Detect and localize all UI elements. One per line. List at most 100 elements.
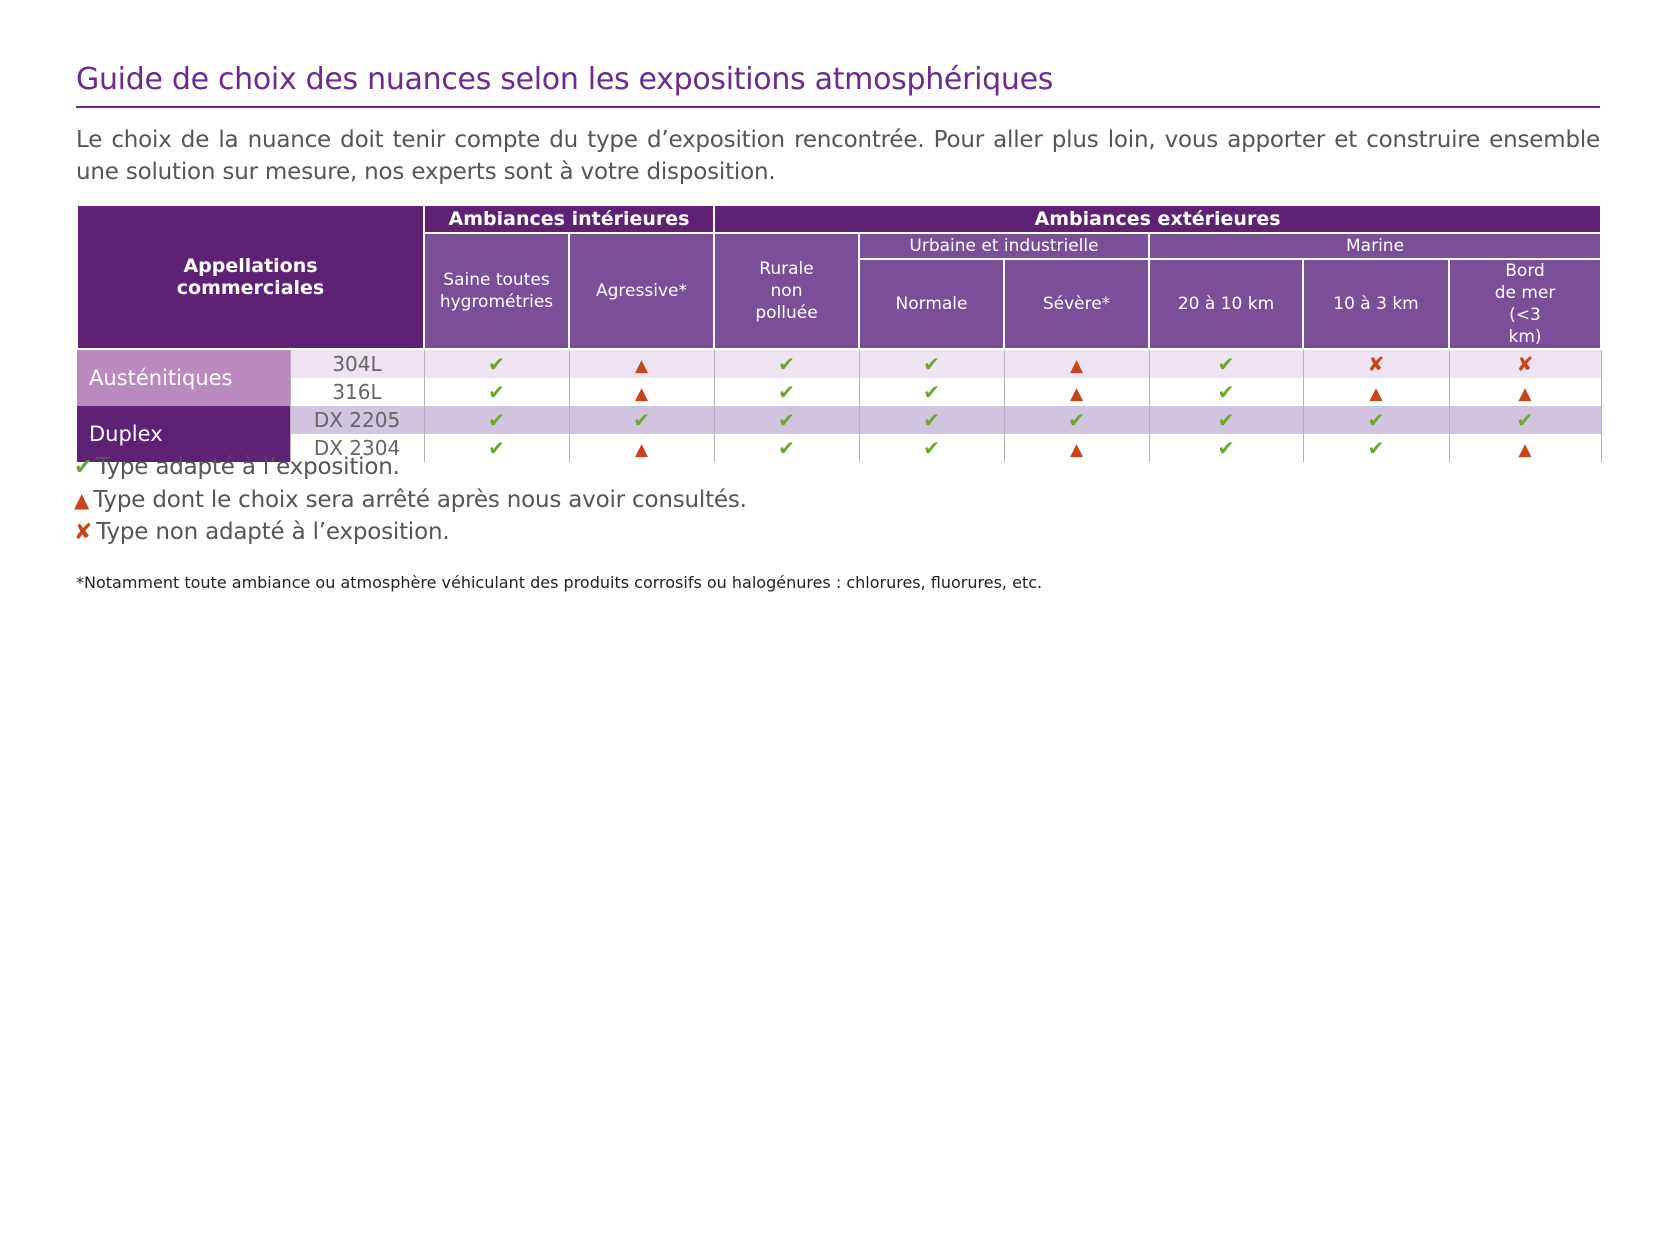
grade-selection-table: Appellations commerciales Ambiances inté… bbox=[76, 204, 1603, 462]
warning-triangle-icon: ▲ bbox=[634, 356, 649, 376]
grade-label: 316L bbox=[289, 378, 425, 406]
check-icon: ✔ bbox=[923, 352, 940, 376]
check-icon: ✔ bbox=[778, 380, 795, 404]
family-label-austenitiques: Austénitiques bbox=[77, 349, 290, 406]
intro-paragraph: Le choix de la nuance doit tenir compte … bbox=[76, 127, 1600, 185]
warning-triangle-icon: ▲ bbox=[1518, 384, 1532, 404]
exterior-group-header: Ambiances extérieures bbox=[712, 204, 1603, 234]
check-icon: ✔ bbox=[488, 352, 505, 376]
check-icon: ✔ bbox=[1217, 436, 1235, 460]
check-icon: ✔ bbox=[74, 455, 93, 480]
status-cell: ✔ bbox=[1148, 406, 1304, 434]
check-icon: ✔ bbox=[778, 352, 795, 376]
col-header-rurale: Rurale non polluée bbox=[713, 232, 860, 350]
warning-triangle-icon: ▲ bbox=[1518, 440, 1532, 460]
check-icon: ✔ bbox=[923, 408, 940, 432]
status-cell: ✔ bbox=[423, 349, 570, 378]
grade-label: 304L bbox=[289, 349, 425, 378]
status-cell: ✔ bbox=[858, 349, 1005, 378]
check-icon: ✔ bbox=[488, 380, 505, 404]
interior-group-header: Ambiances intérieures bbox=[423, 204, 715, 234]
status-cell: ▲ bbox=[568, 349, 715, 378]
status-cell: ✘ bbox=[1302, 349, 1450, 378]
status-cell: ▲ bbox=[1448, 434, 1602, 462]
cross-icon: ✘ bbox=[1516, 352, 1534, 376]
legend-item-warn: ▲ Type dont le choix sera arrêté après no… bbox=[74, 487, 747, 513]
col-header-normale: Normale bbox=[858, 258, 1005, 350]
title-divider bbox=[76, 106, 1600, 108]
table-row: DX 2304 ✔ ▲ ✔ ✔ ▲ ✔ ✔ ▲ bbox=[77, 434, 1602, 462]
warning-triangle-icon: ▲ bbox=[1069, 440, 1084, 460]
col-header-bord-de-mer: Bord de mer (<3 km) bbox=[1447, 258, 1603, 350]
grade-label: DX 2304 bbox=[289, 434, 425, 462]
status-cell: ✔ bbox=[713, 349, 860, 378]
legend-text-warn: Type dont le choix sera arrêté après nou… bbox=[93, 487, 747, 513]
check-icon: ✔ bbox=[1367, 408, 1385, 432]
status-cell: ✔ bbox=[858, 406, 1005, 434]
warning-triangle-icon: ▲ bbox=[634, 440, 649, 460]
check-icon: ✔ bbox=[778, 408, 795, 432]
status-cell: ✔ bbox=[713, 378, 860, 406]
status-cell: ✔ bbox=[1148, 349, 1304, 378]
status-cell: ✘ bbox=[1448, 349, 1602, 378]
status-cell: ✔ bbox=[423, 406, 570, 434]
status-cell: ▲ bbox=[1003, 378, 1150, 406]
status-cell: ✔ bbox=[1148, 378, 1304, 406]
cross-icon: ✘ bbox=[1367, 352, 1385, 376]
status-cell: ▲ bbox=[1003, 434, 1150, 462]
col-header-20-10km: 20 à 10 km bbox=[1148, 258, 1304, 350]
status-cell: ▲ bbox=[568, 434, 715, 462]
legend-item-ok: ✔ Type adapté à l’exposition. bbox=[74, 454, 400, 480]
check-icon: ✔ bbox=[778, 436, 795, 460]
check-icon: ✔ bbox=[923, 380, 940, 404]
warning-triangle-icon: ▲ bbox=[74, 488, 90, 512]
status-cell: ✔ bbox=[858, 434, 1005, 462]
status-cell: ✔ bbox=[568, 406, 715, 434]
appellations-header: Appellations commerciales bbox=[76, 204, 425, 350]
family-label-duplex: Duplex bbox=[77, 406, 290, 462]
status-cell: ✔ bbox=[1003, 406, 1150, 434]
status-cell: ✔ bbox=[713, 434, 860, 462]
urban-subgroup-header: Urbaine et industrielle bbox=[858, 232, 1150, 260]
check-icon: ✔ bbox=[1217, 408, 1235, 432]
warning-triangle-icon: ▲ bbox=[634, 384, 649, 404]
status-cell: ✔ bbox=[1448, 406, 1602, 434]
check-icon: ✔ bbox=[1217, 352, 1235, 376]
check-icon: ✔ bbox=[488, 408, 505, 432]
grade-label: DX 2205 bbox=[289, 406, 425, 434]
table-row: Duplex DX 2205 ✔ ✔ ✔ ✔ ✔ ✔ ✔ ✔ bbox=[77, 406, 1602, 462]
status-cell: ✔ bbox=[1302, 434, 1450, 462]
page-title: Guide de choix des nuances selon les exp… bbox=[76, 62, 1054, 97]
status-cell: ✔ bbox=[1302, 406, 1450, 434]
col-header-severe: Sévère* bbox=[1003, 258, 1150, 350]
status-cell: ▲ bbox=[1302, 378, 1450, 406]
marine-subgroup-header: Marine bbox=[1147, 232, 1603, 260]
status-cell: ✔ bbox=[858, 378, 1005, 406]
check-icon: ✔ bbox=[633, 408, 650, 432]
status-cell: ✔ bbox=[1148, 434, 1304, 462]
status-cell: ✔ bbox=[713, 406, 860, 434]
col-header-agressive: Agressive* bbox=[568, 232, 715, 350]
col-header-10-3km: 10 à 3 km bbox=[1302, 258, 1450, 350]
check-icon: ✔ bbox=[488, 436, 505, 460]
check-icon: ✔ bbox=[1367, 436, 1385, 460]
status-cell: ▲ bbox=[568, 378, 715, 406]
col-header-saine: Saine toutes hygrométries bbox=[423, 232, 570, 350]
legend-text-no: Type non adapté à l’exposition. bbox=[96, 519, 450, 545]
warning-triangle-icon: ▲ bbox=[1369, 384, 1383, 404]
check-icon: ✔ bbox=[1068, 408, 1085, 432]
table-body: Austénitiques 304L ✔ ▲ ✔ ✔ ▲ ✔ ✘ ✘ 316L ✔ ▲ ✔ ✔ ▲ ✔ ▲… bbox=[77, 349, 1602, 462]
check-icon: ✔ bbox=[923, 436, 940, 460]
check-icon: ✔ bbox=[1516, 408, 1534, 432]
cross-icon: ✘ bbox=[74, 520, 93, 545]
check-icon: ✔ bbox=[1217, 380, 1235, 404]
table-row: 316L ✔ ▲ ✔ ✔ ▲ ✔ ▲ ▲ bbox=[77, 378, 1602, 406]
status-cell: ✔ bbox=[423, 378, 570, 406]
warning-triangle-icon: ▲ bbox=[1069, 356, 1084, 376]
status-cell: ✔ bbox=[423, 434, 570, 462]
footnote: *Notamment toute ambiance ou atmosphère … bbox=[76, 573, 1043, 592]
status-cell: ▲ bbox=[1003, 349, 1150, 378]
warning-triangle-icon: ▲ bbox=[1069, 384, 1084, 404]
status-cell: ▲ bbox=[1448, 378, 1602, 406]
legend-text-ok: Type adapté à l’exposition. bbox=[96, 454, 400, 480]
